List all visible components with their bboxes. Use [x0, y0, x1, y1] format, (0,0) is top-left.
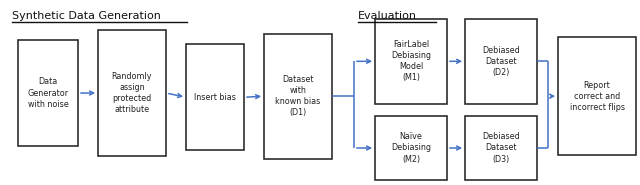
- Text: Naïve
Debiasing
(M2): Naïve Debiasing (M2): [391, 132, 431, 164]
- Bar: [186, 44, 244, 150]
- Text: FairLabel
Debiasing
Model
(M1): FairLabel Debiasing Model (M1): [391, 40, 431, 83]
- Bar: [264, 34, 332, 159]
- Text: Randomly
assign
protected
attribute: Randomly assign protected attribute: [112, 72, 152, 114]
- Text: Data
Generator
with noise: Data Generator with noise: [28, 78, 68, 109]
- Bar: [465, 19, 537, 104]
- Bar: [465, 116, 537, 180]
- Text: Synthetic Data Generation: Synthetic Data Generation: [12, 11, 161, 21]
- Bar: [98, 30, 166, 157]
- Text: Dataset
with
known bias
(D1): Dataset with known bias (D1): [275, 75, 321, 117]
- Bar: [558, 37, 636, 155]
- Text: Debiased
Dataset
(D3): Debiased Dataset (D3): [482, 132, 520, 164]
- Text: Evaluation: Evaluation: [358, 11, 417, 21]
- Text: Debiased
Dataset
(D2): Debiased Dataset (D2): [482, 46, 520, 77]
- Text: Insert bias: Insert bias: [194, 93, 236, 102]
- Bar: [375, 116, 447, 180]
- Text: Report
correct and
incorrect flips: Report correct and incorrect flips: [570, 81, 625, 112]
- Bar: [18, 40, 78, 146]
- Bar: [375, 19, 447, 104]
